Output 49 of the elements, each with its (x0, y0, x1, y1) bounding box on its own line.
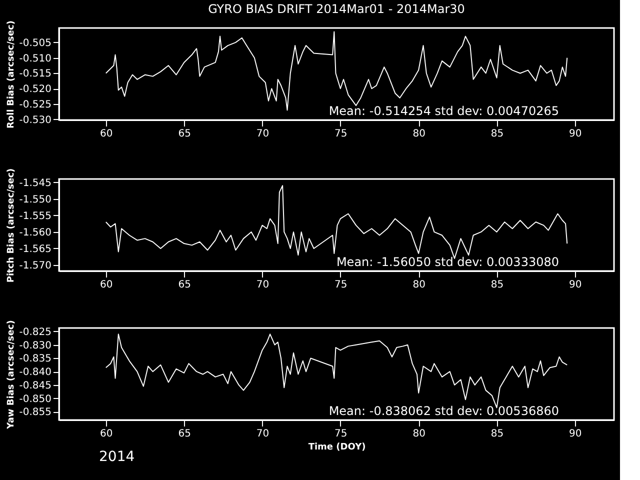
x-tick-label: 80 (412, 428, 426, 440)
y-tick-label: -1.550 (19, 194, 52, 206)
x-tick-label: 75 (334, 128, 348, 140)
x-tick-label: 85 (490, 128, 504, 140)
x-tick-label: 60 (100, 428, 113, 440)
x-tick-label: 65 (178, 280, 191, 290)
chart-title: GYRO BIAS DRIFT 2014Mar01 - 2014Mar30 (208, 2, 465, 16)
text: 2014 (99, 449, 135, 465)
x-tick-label: 60 (100, 280, 113, 290)
x-tick-label: 80 (412, 128, 426, 140)
x-tick-label: 85 (490, 280, 504, 290)
y-tick-label: -1.555 (19, 210, 52, 222)
y-tick-label: -0.520 (19, 84, 52, 96)
y-tick-label: -0.830 (19, 340, 52, 352)
x-tick-label: 85 (490, 428, 504, 440)
x-tick-label: 75 (334, 428, 348, 440)
x-axis-title: Time (DOY) (308, 442, 366, 452)
annotation: Mean: -0.514254 std dev: 0.00470265 (328, 104, 559, 118)
y-tick-label: -0.510 (19, 53, 52, 64)
y-tick-label: -0.840 (19, 367, 52, 378)
x-tick-label: 90 (569, 280, 582, 290)
y-tick-label: -0.525 (19, 100, 52, 110)
y-tick-label: -1.545 (19, 178, 52, 189)
y-tick-label: -1.565 (19, 244, 52, 255)
annotation: Mean: -0.838062 std dev: 0.00536860 (328, 404, 559, 418)
y-tick-label: -0.515 (19, 68, 52, 80)
x-tick-label: 70 (256, 280, 270, 290)
x-tick-label: 90 (569, 428, 582, 440)
y-tick-label: -1.560 (19, 227, 52, 238)
y-tick-label: -0.825 (19, 326, 52, 338)
x-tick-label: 75 (334, 280, 348, 290)
y-tick-label: -0.505 (19, 38, 52, 49)
x-tick-label: 80 (412, 280, 426, 290)
x-tick-label: 65 (178, 428, 191, 440)
y-tick-label: -0.845 (19, 380, 52, 392)
y-axis-title: Yaw Bias (arcsec/sec) (6, 320, 16, 430)
annotation: Mean: -1.56050 std dev: 0.00333080 (336, 255, 559, 269)
y-tick-label: -1.570 (19, 260, 52, 272)
x-tick-label: 60 (100, 128, 113, 140)
y-tick-label: -0.530 (19, 114, 52, 126)
x-tick-label: 70 (256, 428, 270, 440)
y-tick-label: -0.835 (19, 354, 52, 365)
x-tick-label: 65 (178, 128, 191, 140)
y-axis-title: Pitch Bias (arcsec/sec) (6, 168, 16, 283)
y-axis-title: Roll Bias (arcsec/sec) (6, 20, 16, 128)
y-tick-label: -0.855 (19, 407, 52, 418)
x-tick-label: 90 (569, 128, 582, 140)
y-tick-label: -0.850 (19, 394, 52, 405)
x-tick-label: 70 (256, 128, 270, 140)
